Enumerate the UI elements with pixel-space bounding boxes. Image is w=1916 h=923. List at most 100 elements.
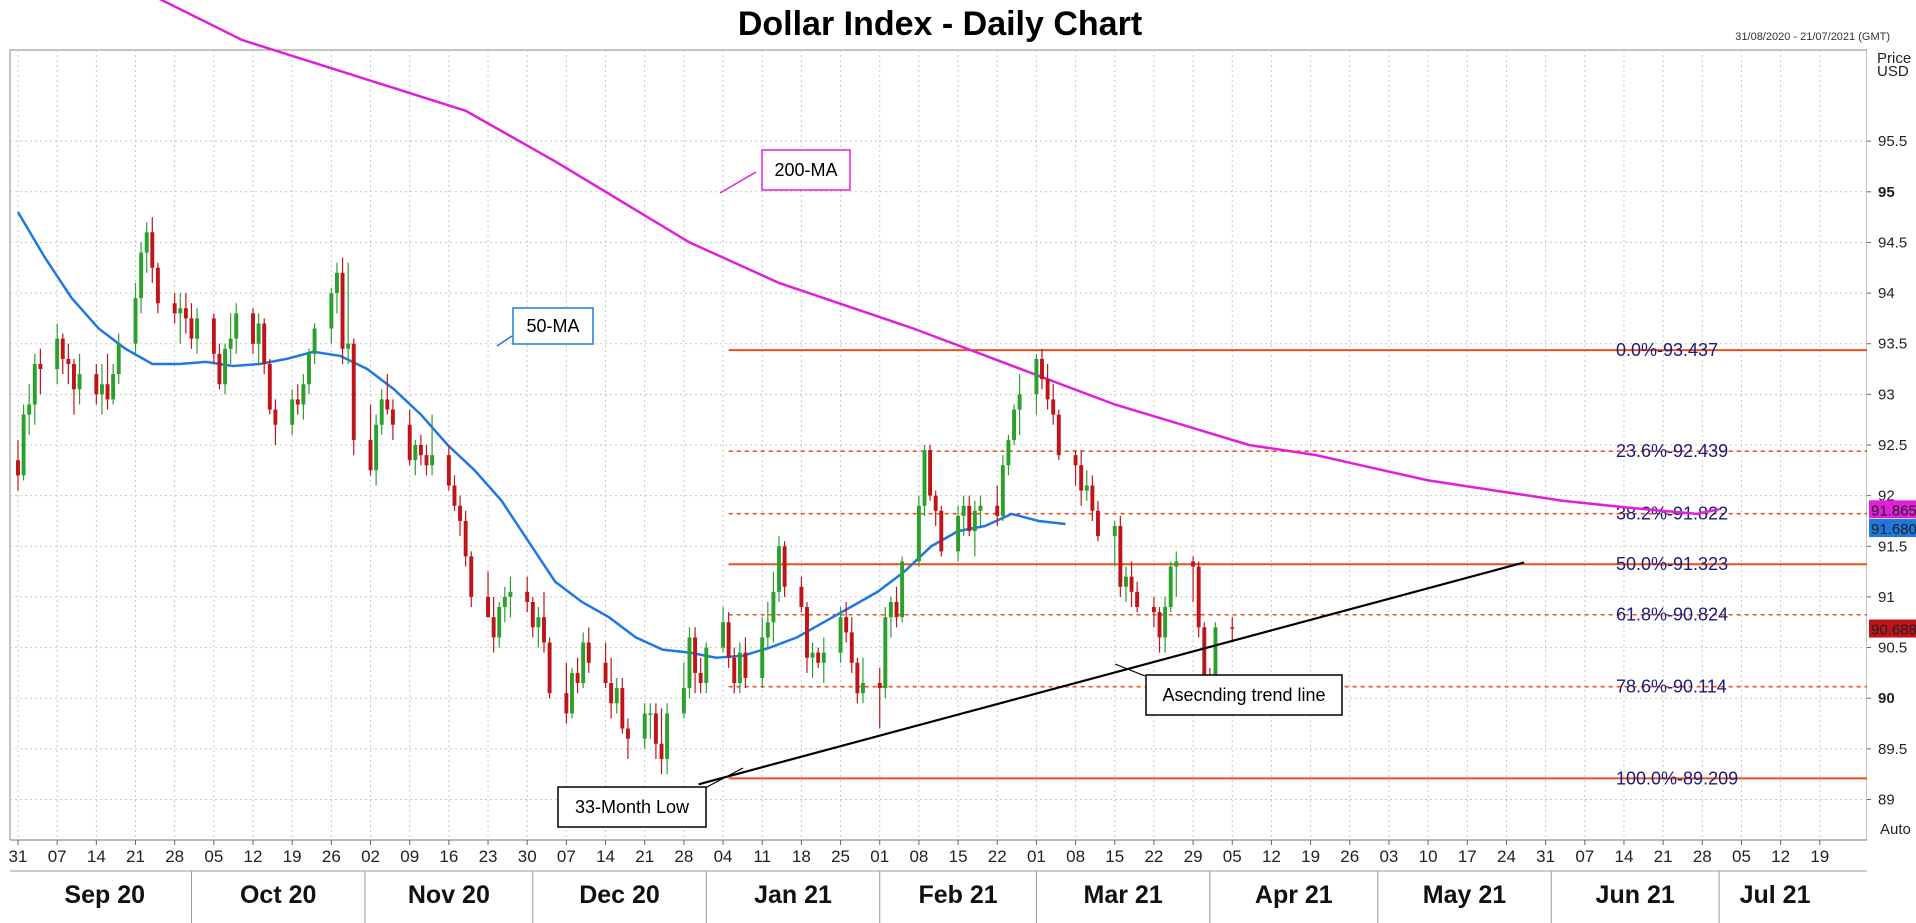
y-tick-label: 90 [1878, 690, 1895, 707]
candle-body [653, 713, 658, 744]
candle [1056, 409, 1061, 461]
candle [1000, 455, 1005, 521]
candle [659, 708, 664, 775]
candle [1174, 551, 1179, 597]
candle [816, 647, 821, 668]
candle-body [312, 328, 317, 354]
candle-body [575, 672, 580, 684]
candle [99, 363, 104, 415]
x-tick-label: 12 [1262, 847, 1281, 866]
auto-scale-label[interactable]: Auto [1880, 821, 1911, 838]
candle [469, 551, 474, 608]
ma200-label-pointer [719, 171, 757, 194]
last-price-badge-bg [1869, 619, 1916, 638]
candle-body [1056, 414, 1061, 456]
candle-body [111, 374, 116, 400]
month-label: May 21 [1423, 881, 1506, 909]
ma200-label-text: 200-MA [774, 160, 837, 180]
candle [1045, 363, 1050, 410]
x-tick-label: 01 [1027, 847, 1046, 866]
candle-body [726, 622, 731, 658]
candle [1151, 596, 1156, 628]
currency-label: USD [1877, 63, 1909, 80]
candle [916, 495, 921, 567]
candle [273, 399, 278, 445]
candle-body [659, 743, 664, 759]
candle [1012, 404, 1016, 445]
ascending-trend-line-label-box [1145, 674, 1343, 716]
x-tick-label: 23 [479, 847, 498, 866]
candle-body [1213, 627, 1218, 684]
candle [144, 222, 149, 273]
candle [346, 262, 351, 364]
candle-body [698, 672, 703, 684]
candle [614, 677, 619, 714]
candle [620, 677, 625, 734]
candle [262, 318, 267, 375]
x-tick-label: 19 [1301, 847, 1320, 866]
candle-body [413, 445, 418, 461]
candle [301, 374, 306, 420]
candle-body [704, 647, 709, 684]
candle [844, 601, 849, 643]
candle [351, 338, 356, 456]
candle [21, 404, 26, 481]
candle [223, 343, 227, 395]
candle-body [816, 652, 821, 663]
candle [150, 217, 155, 283]
candle [810, 642, 815, 678]
x-tick-label: 26 [322, 847, 341, 866]
fib-level-label: 23.6%-92.439 [1616, 441, 1728, 461]
candle [211, 313, 216, 364]
candle-body [603, 662, 608, 684]
x-tick-label: 05 [1732, 847, 1751, 866]
candle [693, 627, 698, 694]
candle-body [805, 607, 809, 658]
candle [609, 657, 614, 719]
candle-body [340, 272, 345, 349]
candle-body [469, 556, 474, 597]
x-tick-label: 22 [988, 847, 1007, 866]
low-label-pointer [704, 767, 744, 789]
candle [66, 343, 71, 385]
x-tick-label: 22 [1144, 847, 1163, 866]
y-tick-label: 93.5 [1878, 336, 1907, 353]
candle-body [614, 688, 619, 704]
candle [1090, 475, 1095, 521]
candle-body [1174, 561, 1179, 567]
candle [183, 293, 188, 334]
candle [390, 399, 395, 440]
candle-body [150, 232, 155, 268]
x-tick-label: 26 [1340, 847, 1359, 866]
candle [1196, 561, 1201, 638]
x-tick-label: 01 [870, 847, 889, 866]
trend-label-pointer [1114, 663, 1146, 677]
candle-body [564, 693, 569, 714]
candle-body [743, 652, 748, 678]
candle-body [547, 642, 552, 694]
candle-body [916, 505, 921, 562]
date-range-label: 31/08/2020 - 21/07/2021 (GMT) [1735, 31, 1890, 43]
candle [648, 703, 653, 739]
candle [508, 576, 513, 618]
candle [267, 358, 272, 415]
x-tick-label: 16 [439, 847, 458, 866]
candle-body [295, 399, 300, 405]
x-tick-label: 19 [1810, 847, 1829, 866]
y-tick-label: 89 [1878, 791, 1895, 808]
candle [32, 353, 37, 425]
candle [1163, 596, 1168, 653]
ma50-badge: 91.680 [1869, 519, 1916, 538]
candle [855, 657, 860, 704]
ma200-badge-bg [1869, 500, 1916, 519]
candle [116, 333, 121, 385]
candle [726, 612, 731, 668]
candle [77, 353, 82, 405]
candle [860, 657, 865, 704]
candle [1051, 384, 1056, 425]
candle [60, 333, 65, 375]
candle-body [267, 363, 272, 410]
candle [603, 642, 608, 689]
x-tick-label: 21 [1654, 847, 1673, 866]
